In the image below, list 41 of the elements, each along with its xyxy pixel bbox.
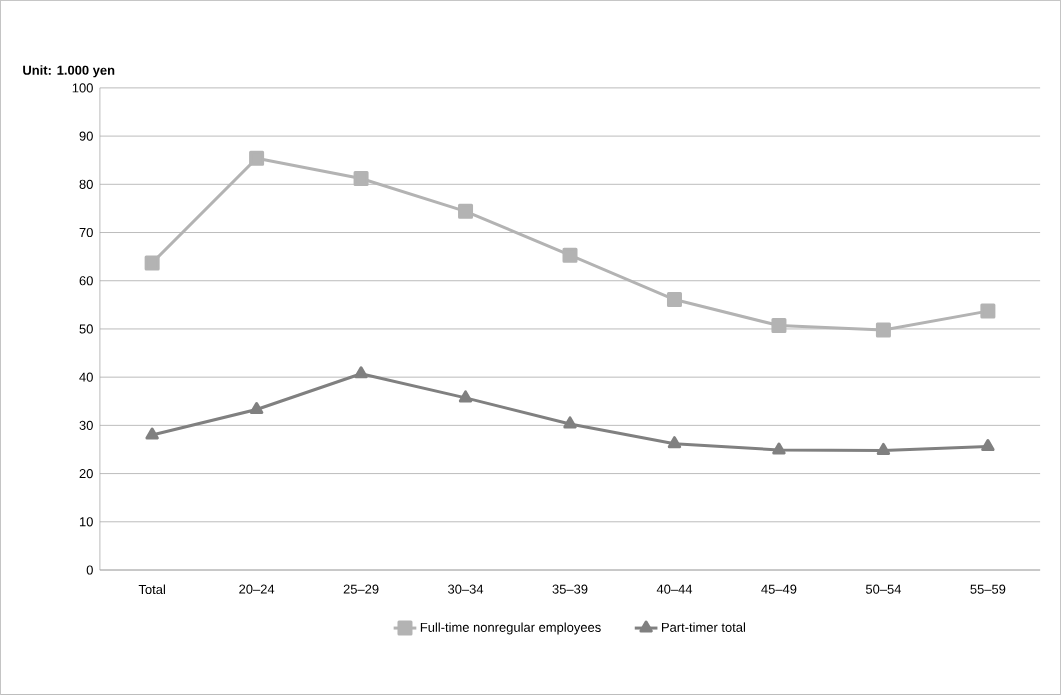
y-tick-label: 60 (79, 276, 93, 286)
y-tick-label: 10 (79, 517, 93, 527)
point (666, 292, 682, 308)
x-tick-label: 45–49 (761, 584, 797, 594)
point (249, 402, 264, 415)
point (353, 171, 369, 187)
point (458, 203, 474, 219)
point (249, 150, 265, 166)
point (562, 247, 578, 263)
y-tick-label: 40 (79, 372, 93, 382)
point (458, 390, 473, 403)
point (772, 442, 786, 455)
point (876, 442, 891, 455)
y-tick-label: 70 (79, 227, 93, 238)
legend-label: Part-timer total (662, 622, 746, 632)
y-axis-title: Unit: 1.000 yen (23, 65, 115, 78)
x-tick-label: Total (138, 584, 165, 595)
x-tick-label: 30–34 (448, 584, 484, 594)
y-tick-label: 50 (79, 324, 93, 334)
y-tick-label: 30 (79, 420, 93, 430)
point (563, 416, 577, 429)
point (354, 366, 368, 379)
point (667, 436, 682, 449)
x-tick-label: 20–24 (239, 584, 275, 594)
x-tick-label: 55–59 (970, 584, 1006, 594)
point (980, 303, 996, 319)
legend-label: Full-time nonregular employees (420, 622, 601, 635)
y-tick-label: 0 (86, 565, 93, 575)
point (145, 427, 159, 440)
y-tick-label: 100 (72, 83, 93, 93)
x-tick-label: 25–29 (343, 584, 379, 594)
point (144, 255, 160, 271)
point (771, 318, 787, 334)
point (981, 439, 995, 452)
y-tick-label: 90 (79, 131, 93, 141)
point (875, 322, 891, 338)
x-tick-label: 40–44 (656, 584, 693, 594)
x-tick-label: 35–39 (552, 584, 588, 594)
x-tick-label: 50–54 (865, 584, 902, 594)
y-tick-label: 20 (79, 469, 93, 479)
y-tick-label: 80 (79, 179, 93, 189)
